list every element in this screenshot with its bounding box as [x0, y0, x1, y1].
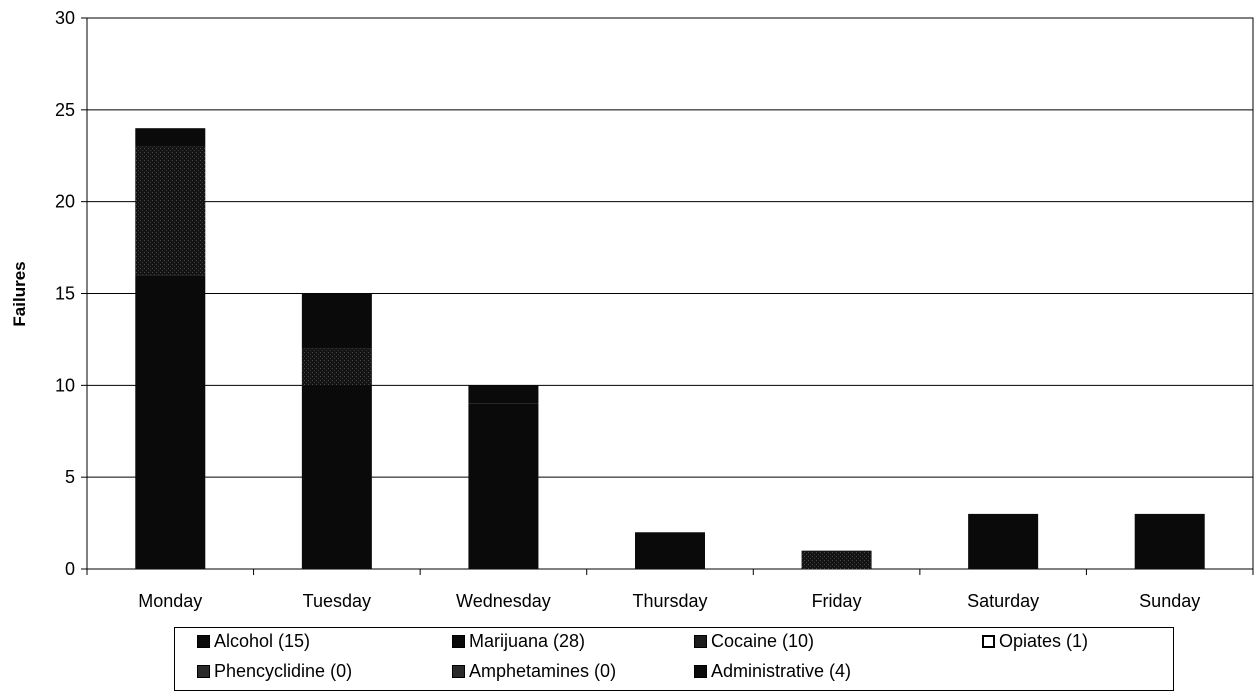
legend-item: Alcohol (15) — [197, 631, 310, 652]
legend-swatch — [197, 665, 210, 678]
bar-monday-series-6 — [135, 128, 205, 146]
legend-label: Opiates (1) — [999, 631, 1088, 652]
legend-swatch — [452, 665, 465, 678]
legend-swatch — [197, 635, 210, 648]
bar-tuesday-series-6 — [302, 294, 372, 349]
y-tick-label: 10 — [55, 375, 75, 395]
legend-label: Alcohol (15) — [214, 631, 310, 652]
bar-monday-series-2 — [135, 147, 205, 276]
legend-swatch — [982, 635, 995, 648]
legend-item: Opiates (1) — [982, 631, 1088, 652]
bars — [135, 128, 1204, 569]
x-tick-label-friday: Friday — [812, 591, 862, 611]
y-axis-ticks: 0 5 10 15 20 25 30 — [55, 8, 87, 579]
x-tick-label-saturday: Saturday — [967, 591, 1039, 611]
bar-sunday-series-1 — [1135, 514, 1205, 569]
bar-saturday-series-1 — [968, 514, 1038, 569]
bar-wednesday-series-1 — [468, 404, 538, 569]
y-tick-label: 5 — [65, 467, 75, 487]
legend-swatch — [452, 635, 465, 648]
legend-label: Amphetamines (0) — [469, 661, 616, 682]
y-tick-label: 20 — [55, 192, 75, 212]
y-tick-label: 15 — [55, 284, 75, 304]
legend: Alcohol (15) Marijuana (28) Cocaine (10) Op… — [174, 627, 1174, 691]
legend-item: Cocaine (10) — [694, 631, 814, 652]
y-tick-label: 0 — [65, 559, 75, 579]
legend-swatch — [694, 635, 707, 648]
x-tick-label-monday: Monday — [138, 591, 202, 611]
bar-tuesday-series-1 — [302, 385, 372, 569]
legend-item: Marijuana (28) — [452, 631, 585, 652]
legend-label: Administrative (4) — [711, 661, 851, 682]
legend-label: Cocaine (10) — [711, 631, 814, 652]
x-tick-label-wednesday: Wednesday — [456, 591, 551, 611]
legend-item: Amphetamines (0) — [452, 661, 616, 682]
x-tick-label-thursday: Thursday — [632, 591, 707, 611]
legend-item: Phencyclidine (0) — [197, 661, 352, 682]
bar-tuesday-series-2 — [302, 349, 372, 386]
legend-swatch — [694, 665, 707, 678]
x-tick-label-tuesday: Tuesday — [303, 591, 371, 611]
legend-label: Marijuana (28) — [469, 631, 585, 652]
x-tick-label-sunday: Sunday — [1139, 591, 1200, 611]
bar-thursday-series-1 — [635, 532, 705, 569]
bar-monday-series-1 — [135, 275, 205, 569]
gridlines — [87, 110, 1253, 477]
bar-friday-series-2 — [802, 551, 872, 569]
x-axis-ticks: Monday Tuesday Wednesday Thursday Friday Satu… — [87, 569, 1253, 611]
y-tick-label: 30 — [55, 8, 75, 28]
y-axis-title: Failures — [10, 261, 29, 326]
legend-item: Administrative (4) — [694, 661, 851, 682]
bar-wednesday-series-6 — [468, 385, 538, 403]
legend-label: Phencyclidine (0) — [214, 661, 352, 682]
y-tick-label: 25 — [55, 100, 75, 120]
